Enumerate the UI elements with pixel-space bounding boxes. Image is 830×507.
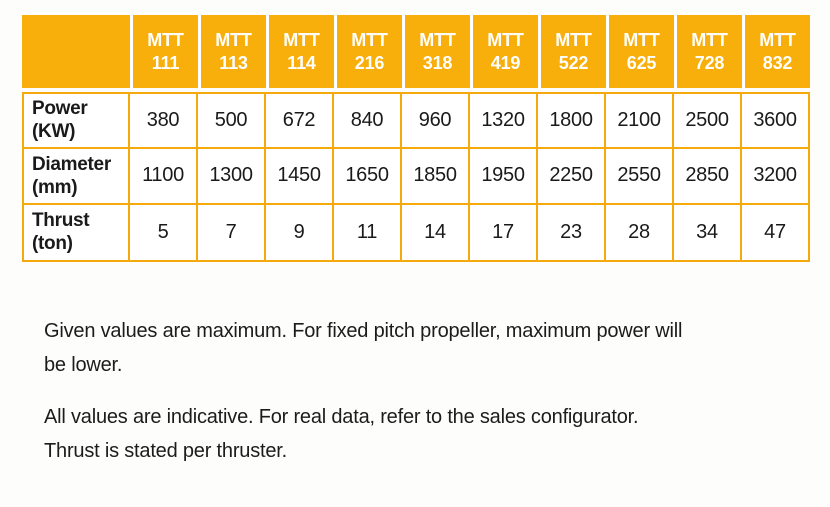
table-cell: 500 <box>198 92 266 149</box>
model-brand: MTT <box>487 30 524 50</box>
model-number: 832 <box>762 52 793 73</box>
column-header-mtt-625: MTT 625 <box>606 15 674 88</box>
table-cell: 1320 <box>470 92 538 149</box>
row-label-diameter: Diameter (mm) <box>22 148 130 206</box>
table-cell: 3600 <box>742 92 810 149</box>
thruster-spec-table: MTT 111 MTT 113 MTT 114 MTT 216 MTT 318 MTT 41… <box>22 15 810 262</box>
model-number: 216 <box>354 52 385 73</box>
table-cell: 14 <box>402 205 470 262</box>
table-cell: 672 <box>266 92 334 149</box>
row-label-power: Power (KW) <box>22 92 130 149</box>
table-cell: 17 <box>470 205 538 262</box>
note-indicative-values: All values are indicative. For real data… <box>44 405 639 463</box>
model-brand: MTT <box>555 30 592 50</box>
table-cell: 2100 <box>606 92 674 149</box>
table-cell: 2550 <box>606 148 674 206</box>
table-cell: 1800 <box>538 92 606 149</box>
model-number: 625 <box>626 52 657 73</box>
table-cell: 5 <box>130 205 198 262</box>
column-header-mtt-318: MTT 318 <box>402 15 470 88</box>
column-header-mtt-113: MTT 113 <box>198 15 266 88</box>
model-number: 728 <box>694 52 725 73</box>
table-cell: 1950 <box>470 148 538 206</box>
model-brand: MTT <box>419 30 456 50</box>
table-cell: 960 <box>402 92 470 149</box>
table-cell: 1850 <box>402 148 470 206</box>
model-brand: MTT <box>759 30 796 50</box>
column-header-mtt-216: MTT 216 <box>334 15 402 88</box>
model-number: 114 <box>287 52 316 73</box>
model-number: 419 <box>490 52 521 73</box>
table-cell: 7 <box>198 205 266 262</box>
table-cell: 2850 <box>674 148 742 206</box>
model-brand: MTT <box>623 30 660 50</box>
model-brand: MTT <box>283 30 320 50</box>
table-cell: 1450 <box>266 148 334 206</box>
column-header-mtt-419: MTT 419 <box>470 15 538 88</box>
model-brand: MTT <box>215 30 252 50</box>
row-unit: (KW) <box>32 121 76 143</box>
model-number: 111 <box>151 52 180 73</box>
table-cell: 11 <box>334 205 402 262</box>
row-name: Thrust <box>32 210 90 232</box>
table-cell: 840 <box>334 92 402 149</box>
table-corner-cell <box>22 15 130 88</box>
model-brand: MTT <box>691 30 728 50</box>
table-cell: 1100 <box>130 148 198 206</box>
row-label-thrust: Thrust (ton) <box>22 205 130 262</box>
model-number: 113 <box>219 52 248 73</box>
table-body: Power (KW) 380 500 672 840 960 1320 1800 … <box>22 92 810 262</box>
table-cell: 2500 <box>674 92 742 149</box>
table-header-row: MTT 111 MTT 113 MTT 114 MTT 216 MTT 318 MTT 41… <box>22 15 810 88</box>
table-cell: 28 <box>606 205 674 262</box>
table-cell: 1300 <box>198 148 266 206</box>
table-cell: 3200 <box>742 148 810 206</box>
model-number: 522 <box>558 52 589 73</box>
column-header-mtt-832: MTT 832 <box>742 15 810 88</box>
table-cell: 1650 <box>334 148 402 206</box>
row-unit: (mm) <box>32 176 78 198</box>
model-brand: MTT <box>351 30 388 50</box>
model-brand: MTT <box>147 30 184 50</box>
table-cell: 9 <box>266 205 334 262</box>
model-number: 318 <box>422 52 453 73</box>
row-name: Power <box>32 98 88 120</box>
table-cell: 34 <box>674 205 742 262</box>
column-header-mtt-114: MTT 114 <box>266 15 334 88</box>
column-header-mtt-522: MTT 522 <box>538 15 606 88</box>
note-max-values: Given values are maximum. For fixed pitc… <box>44 320 683 377</box>
table-cell: 380 <box>130 92 198 149</box>
table-cell: 23 <box>538 205 606 262</box>
footnotes: Given values are maximum. For fixed pitc… <box>44 314 804 469</box>
table-cell: 2250 <box>538 148 606 206</box>
column-header-mtt-111: MTT 111 <box>130 15 198 88</box>
table-cell: 47 <box>742 205 810 262</box>
column-header-mtt-728: MTT 728 <box>674 15 742 88</box>
row-name: Diameter <box>32 153 111 175</box>
row-unit: (ton) <box>32 233 73 255</box>
